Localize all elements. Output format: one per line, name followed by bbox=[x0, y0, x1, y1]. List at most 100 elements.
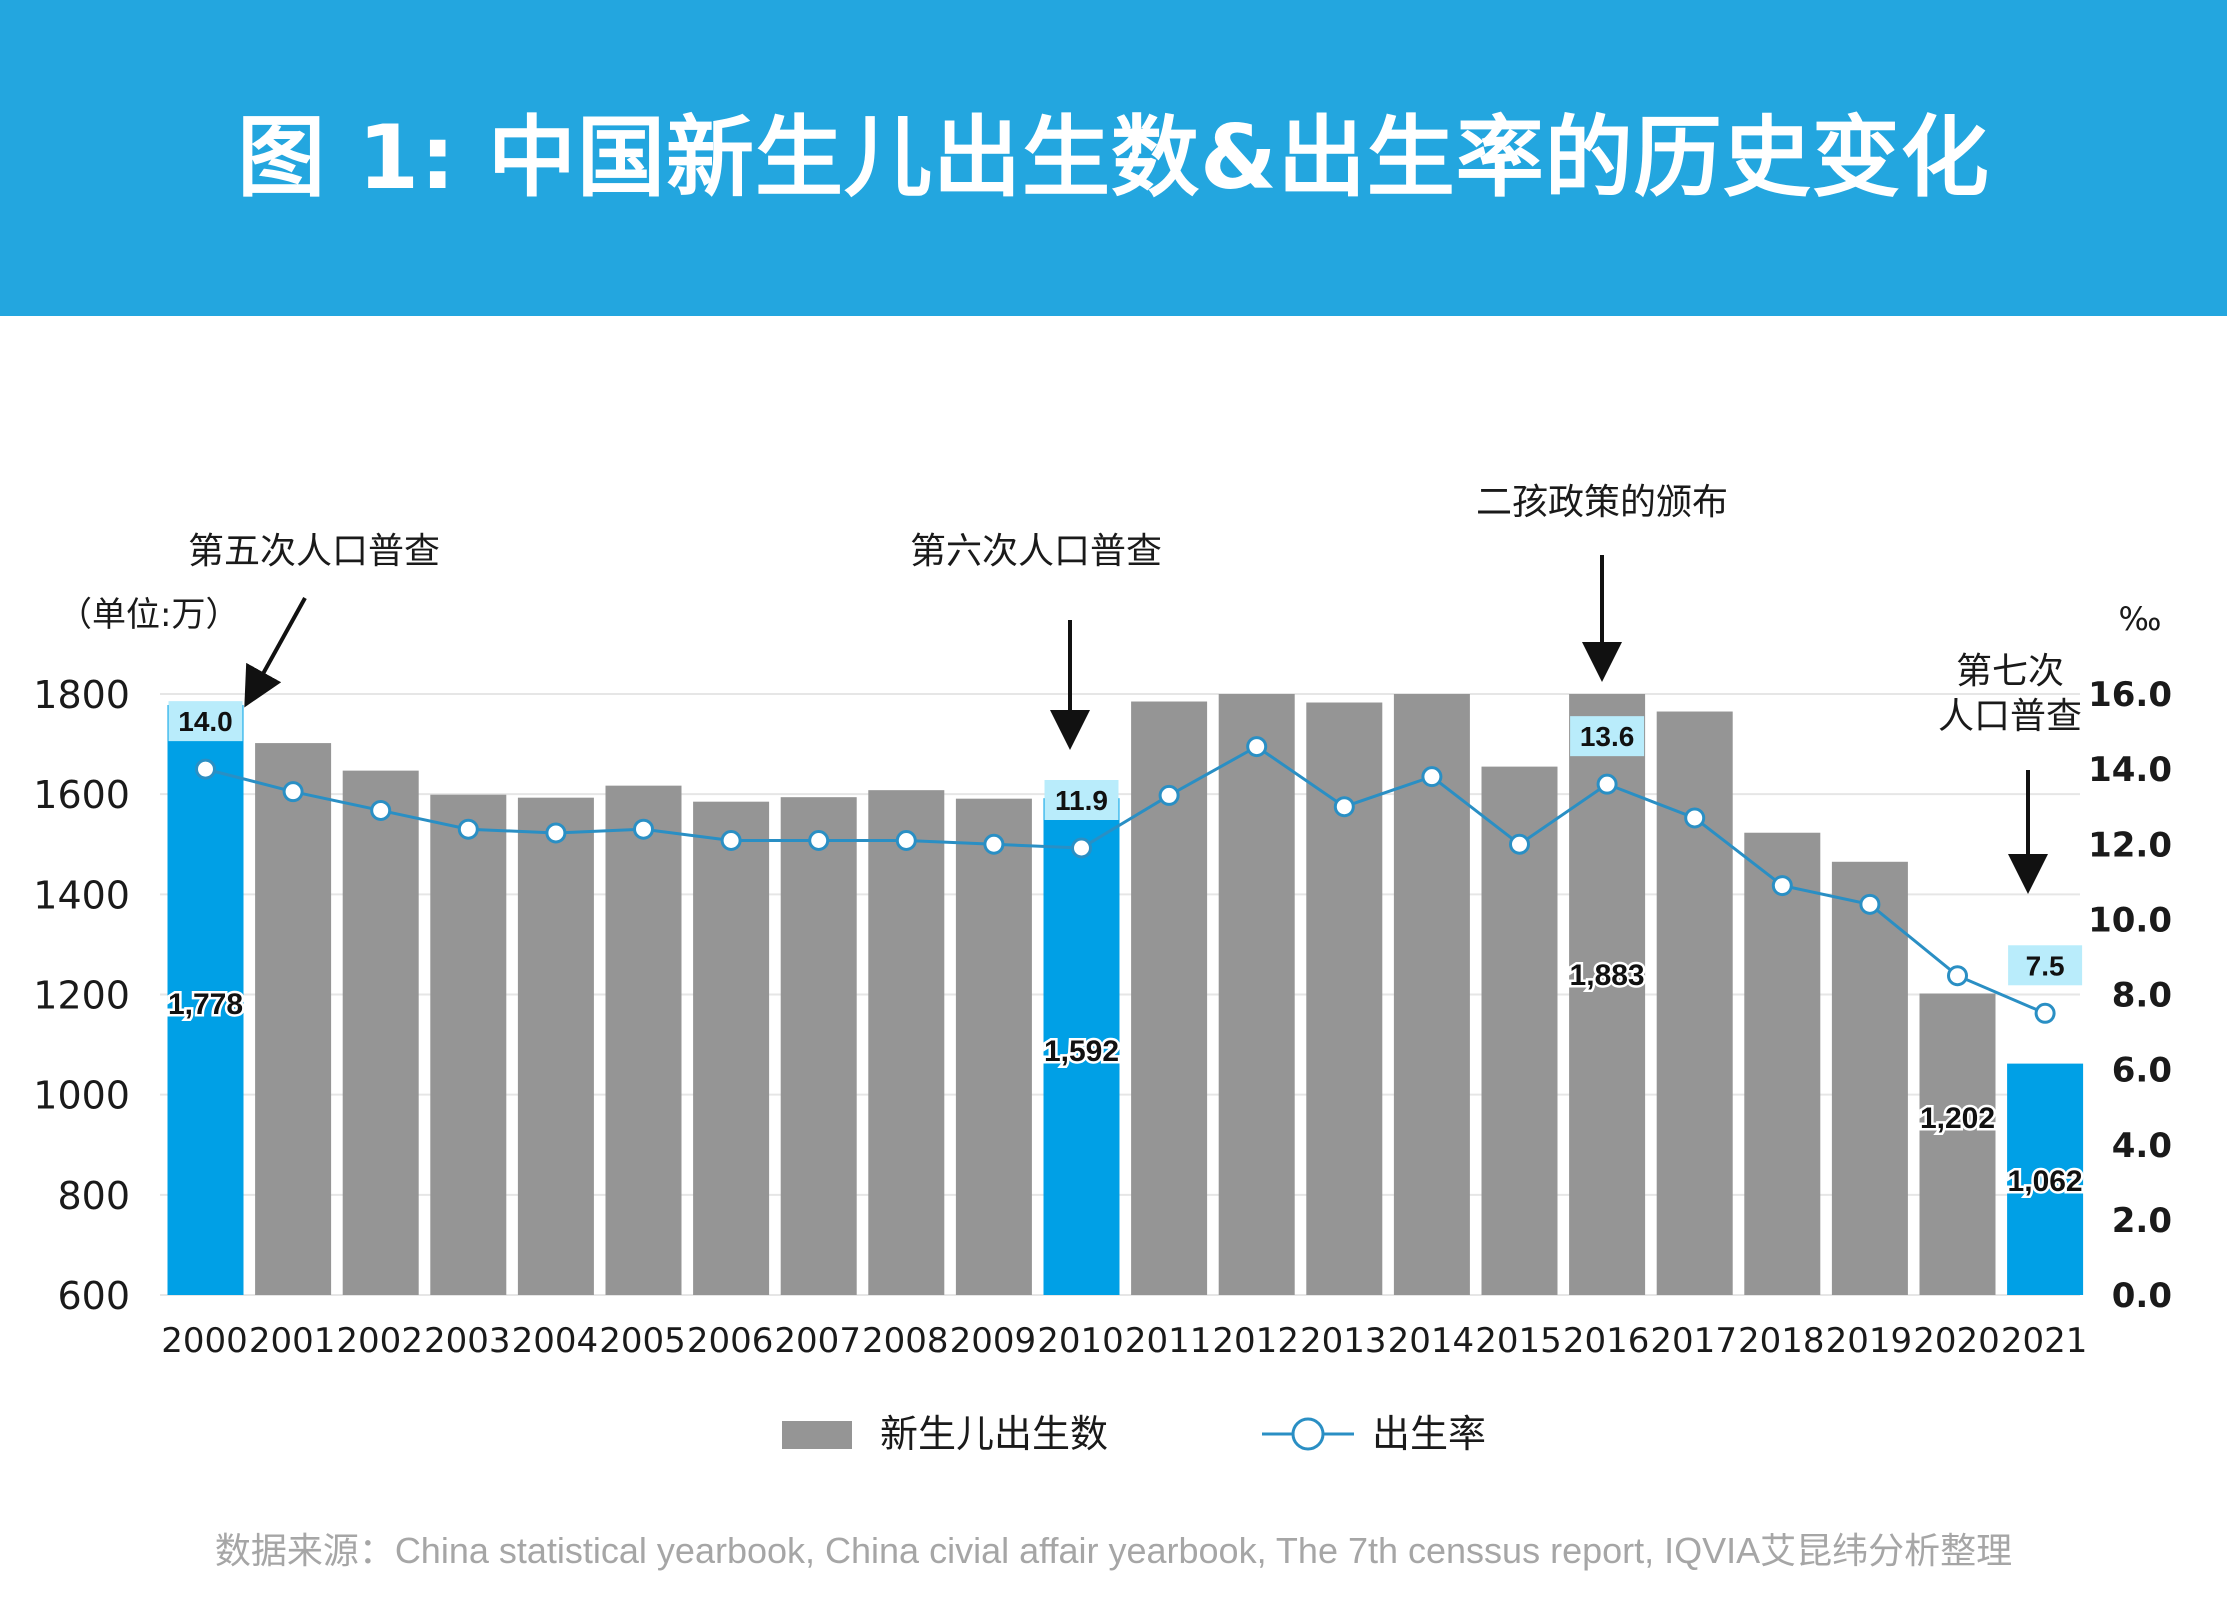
annotation-2000: 第五次人口普查 bbox=[188, 531, 440, 572]
x-tick-label: 2003 bbox=[424, 1321, 511, 1361]
x-tick-label: 2009 bbox=[950, 1321, 1037, 1361]
left-axis-tick: 1200 bbox=[33, 974, 130, 1018]
bar-data-label: 1,202 bbox=[1920, 1102, 1995, 1135]
x-tick-label: 2010 bbox=[1037, 1321, 1124, 1361]
x-tick-label: 2000 bbox=[161, 1321, 248, 1361]
rate-data-label: 11.9 bbox=[1055, 785, 1108, 816]
bar-2014 bbox=[1393, 694, 1470, 1295]
rate-data-label: 14.0 bbox=[178, 706, 233, 737]
right-axis-tick: 14.0 bbox=[2088, 750, 2172, 790]
x-tick-label: 2002 bbox=[336, 1321, 423, 1361]
left-axis-tick: 1000 bbox=[33, 1074, 130, 1118]
bar-2009 bbox=[955, 798, 1032, 1295]
annotation-2021: 人口普查 bbox=[1938, 696, 2082, 737]
rate-point-2015 bbox=[1509, 833, 1530, 855]
right-axis-tick: 16.0 bbox=[2088, 675, 2172, 715]
bar-2006 bbox=[693, 801, 770, 1295]
bar-2008 bbox=[868, 790, 945, 1295]
rate-point-2007 bbox=[808, 829, 830, 851]
birth-rate-line bbox=[205, 744, 2046, 1015]
x-tick-label: 2006 bbox=[687, 1321, 774, 1361]
right-axis-label: ‰ bbox=[2119, 600, 2162, 638]
legend-label-rate: 出生率 bbox=[1372, 1412, 1487, 1456]
rate-point-2016 bbox=[1596, 773, 1618, 795]
x-tick-label: 2007 bbox=[774, 1321, 861, 1361]
bar-2017 bbox=[1656, 711, 1733, 1295]
rate-label-box bbox=[1044, 780, 1119, 821]
bar-2018 bbox=[1744, 832, 1821, 1295]
bar-2003 bbox=[430, 794, 507, 1295]
rate-point-2006 bbox=[720, 829, 742, 851]
bar-data-label: 1,592 bbox=[1044, 1035, 1119, 1068]
right-axis-tick: 0.0 bbox=[2112, 1276, 2172, 1316]
x-tick-label: 2019 bbox=[1826, 1321, 1913, 1361]
left-axis-label: （单位:万） bbox=[58, 595, 239, 635]
rate-point-2011 bbox=[1158, 784, 1180, 806]
rate-point-2010 bbox=[1071, 837, 1092, 859]
legend-item-births bbox=[782, 1421, 852, 1449]
bar-2002 bbox=[342, 770, 419, 1295]
bar-2007 bbox=[780, 797, 857, 1295]
rate-point-2019 bbox=[1859, 893, 1881, 915]
bar-2000 bbox=[167, 705, 244, 1295]
right-axis-tick: 2.0 bbox=[2112, 1201, 2172, 1241]
x-tick-label: 2005 bbox=[599, 1321, 686, 1361]
x-tick-label: 2016 bbox=[1563, 1321, 1650, 1361]
page-title: 图 1: 中国新生儿出生数&出生率的历史变化 bbox=[237, 106, 1990, 209]
right-axis-tick: 12.0 bbox=[2088, 825, 2172, 865]
x-tick-label: 2017 bbox=[1650, 1321, 1737, 1361]
annotation-2021: 第七次 bbox=[1956, 651, 2064, 692]
right-axis-tick: 4.0 bbox=[2112, 1126, 2172, 1166]
x-tick-label: 2018 bbox=[1738, 1321, 1825, 1361]
x-tick-label: 2012 bbox=[1212, 1321, 1299, 1361]
x-tick-label: 2021 bbox=[2001, 1321, 2088, 1361]
left-axis-tick: 600 bbox=[57, 1274, 130, 1318]
bar-2013 bbox=[1306, 702, 1383, 1295]
annotation-2016: 二孩政策的颁布 bbox=[1476, 482, 1728, 523]
annotation-2010: 第六次人口普查 bbox=[910, 531, 1162, 572]
rate-point-2012 bbox=[1246, 736, 1268, 758]
x-tick-label: 2011 bbox=[1125, 1321, 1212, 1361]
rate-point-2001 bbox=[282, 781, 304, 803]
rate-point-2014 bbox=[1421, 766, 1443, 788]
rate-point-2003 bbox=[457, 818, 479, 840]
right-axis-tick: 8.0 bbox=[2112, 976, 2172, 1016]
x-tick-label: 2008 bbox=[862, 1321, 949, 1361]
source-note: 数据来源：China statistical yearbook, China c… bbox=[214, 1530, 2013, 1571]
rate-label-box bbox=[168, 701, 243, 742]
rate-point-2017 bbox=[1684, 807, 1706, 829]
left-axis-tick: 800 bbox=[57, 1174, 130, 1218]
bar-2010 bbox=[1043, 798, 1120, 1295]
rate-point-2013 bbox=[1333, 796, 1355, 818]
legend-swatch-line bbox=[1262, 1417, 1354, 1451]
rate-label-box bbox=[2008, 945, 2083, 986]
rate-label-box bbox=[1570, 716, 1645, 757]
left-axis-tick: 1400 bbox=[33, 873, 130, 917]
rate-point-2009 bbox=[983, 833, 1005, 855]
x-tick-label: 2015 bbox=[1475, 1321, 1562, 1361]
x-tick-label: 2013 bbox=[1300, 1321, 1387, 1361]
rate-point-2004 bbox=[545, 822, 567, 844]
rate-point-2018 bbox=[1771, 875, 1793, 897]
title-banner bbox=[0, 0, 2227, 316]
bar-2012 bbox=[1218, 694, 1295, 1295]
rate-data-label: 7.5 bbox=[2026, 950, 2065, 981]
rate-point-2000 bbox=[195, 758, 216, 780]
rate-point-2020 bbox=[1947, 965, 1968, 987]
left-axis-tick: 1800 bbox=[33, 673, 130, 717]
legend-label-births: 新生儿出生数 bbox=[880, 1412, 1109, 1456]
x-tick-label: 2014 bbox=[1388, 1321, 1475, 1361]
rate-data-label: 13.6 bbox=[1580, 721, 1635, 752]
bar-2004 bbox=[517, 797, 594, 1295]
bar-2019 bbox=[1831, 861, 1908, 1295]
rate-point-2005 bbox=[633, 818, 654, 840]
bar-2005 bbox=[605, 785, 682, 1295]
bar-2021 bbox=[2007, 1063, 2084, 1295]
annotation-arrow bbox=[244, 597, 307, 708]
bar-data-label: 1,778 bbox=[168, 988, 243, 1021]
left-axis-tick: 1600 bbox=[33, 773, 130, 817]
bar-data-label: 1,062 bbox=[2008, 1165, 2083, 1198]
legend-swatch-bar bbox=[782, 1421, 852, 1449]
right-axis-tick: 10.0 bbox=[2088, 900, 2172, 940]
